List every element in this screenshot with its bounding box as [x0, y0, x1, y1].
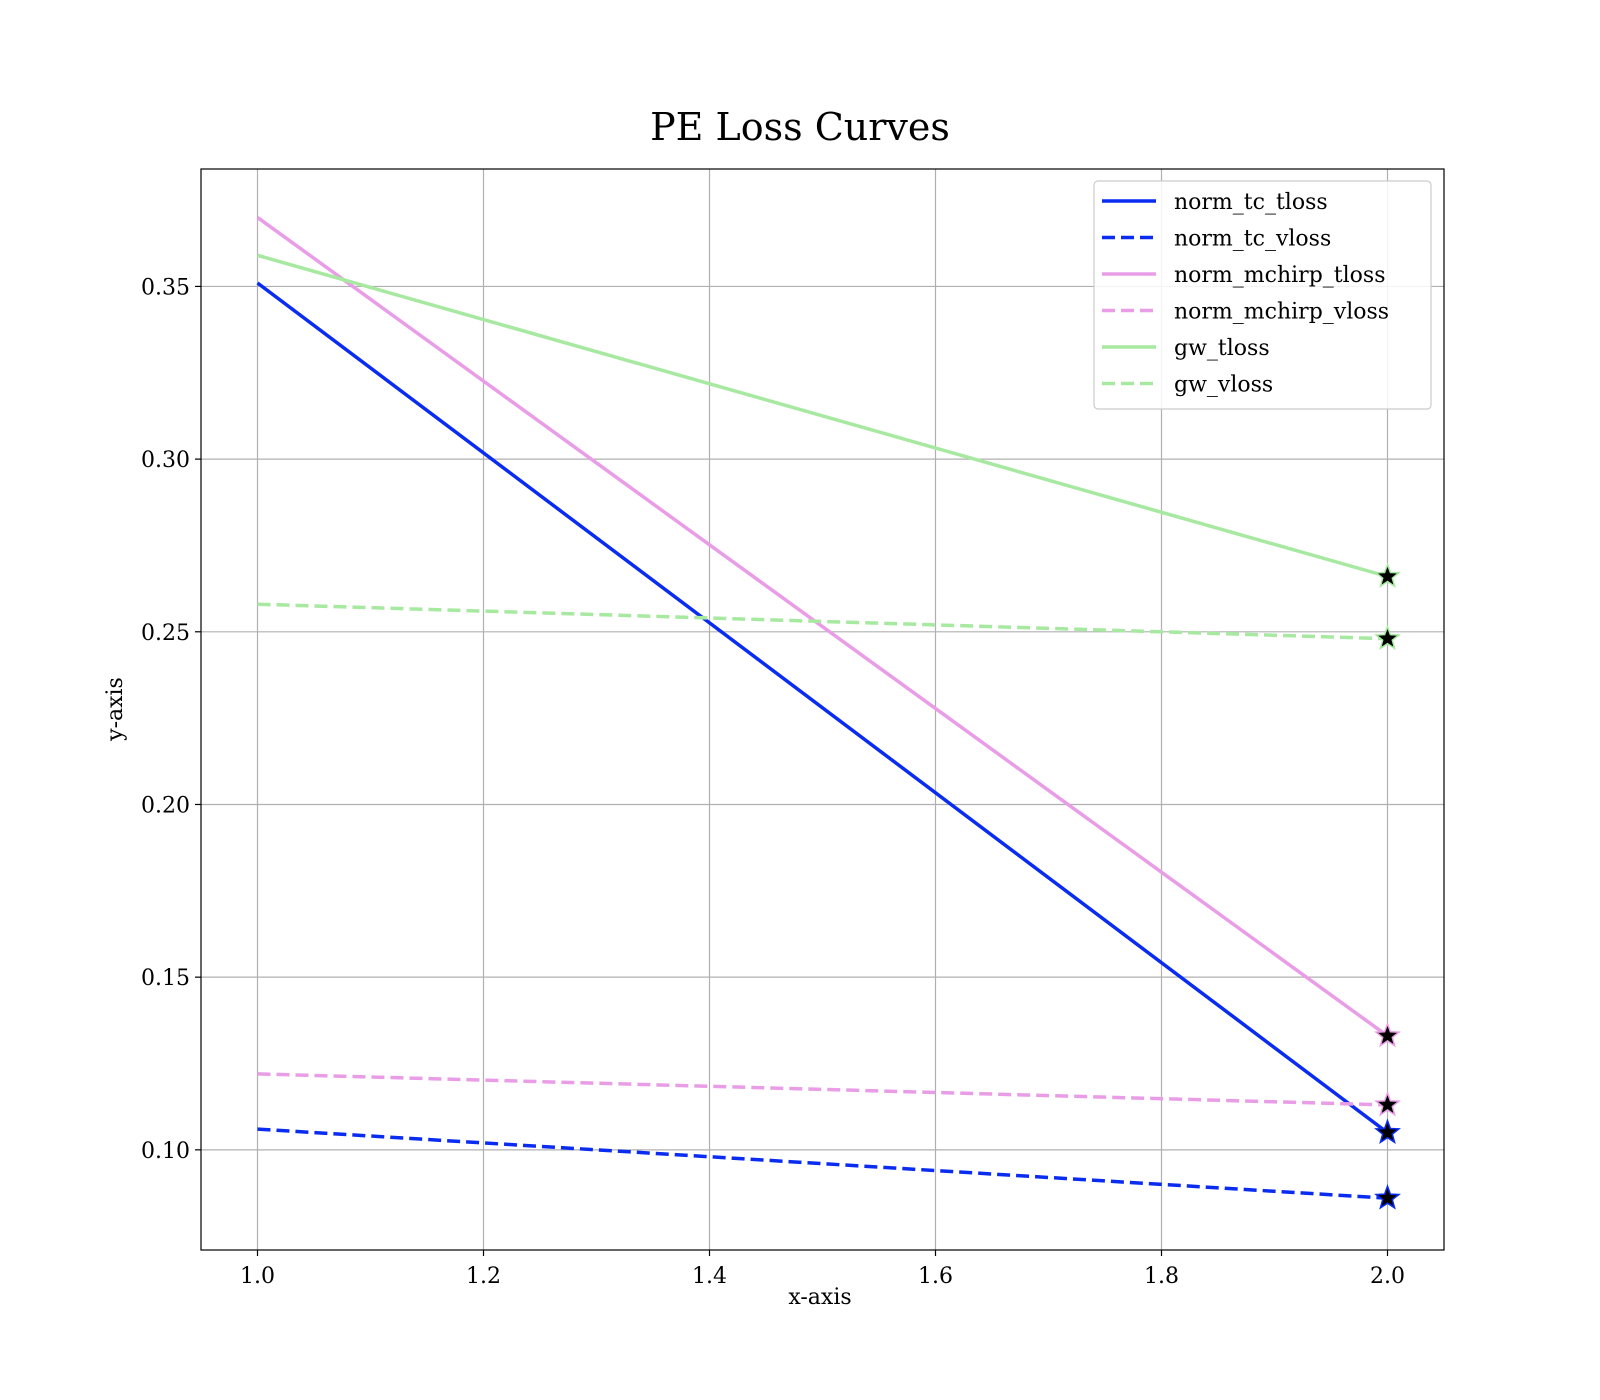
- y-tick-label: 0.15: [141, 966, 190, 991]
- end-marker-star: [1374, 1021, 1401, 1048]
- end-marker-star: [1374, 1118, 1401, 1145]
- y-tick-label: 0.35: [141, 275, 190, 300]
- chart-title: PE Loss Curves: [650, 105, 950, 149]
- y-tick-label: 0.10: [141, 1139, 190, 1164]
- legend: norm_tc_tloss norm_tc_vloss norm_mchirp_tl…: [1093, 180, 1432, 410]
- y-tick-label: 0.25: [141, 621, 190, 646]
- series-line-gw-tloss: [257, 253, 1388, 579]
- series-line-norm-mchirp-vloss: [257, 1072, 1388, 1107]
- legend-label: gw_tloss: [1174, 336, 1270, 361]
- end-marker-star: [1374, 1184, 1401, 1210]
- end-marker-star: [1374, 624, 1401, 651]
- legend-label: norm_mchirp_tloss: [1174, 263, 1385, 288]
- end-marker-star: [1374, 562, 1401, 588]
- legend-label: norm_tc_vloss: [1174, 227, 1331, 252]
- y-tick-label: 0.30: [141, 448, 190, 473]
- x-tick-label: 2.0: [1370, 1264, 1405, 1289]
- x-tick-label: 1.2: [466, 1264, 501, 1289]
- x-tick-label: 1.6: [918, 1264, 953, 1289]
- series-line-norm-tc-vloss: [257, 1127, 1388, 1200]
- end-markers: [1374, 562, 1401, 1210]
- legend-label: norm_mchirp_vloss: [1174, 300, 1389, 325]
- series-line-norm-tc-tloss: [256, 281, 1389, 1134]
- ticks: 1.0 1.2 1.4 1.6 1.8 2.0 0.10 0.15 0.20 0.25 0.30 0.…: [141, 275, 1405, 1289]
- x-tick-label: 1.0: [240, 1264, 275, 1289]
- y-axis-title: y-axis: [103, 677, 128, 742]
- plot-frame: [200, 168, 1445, 1251]
- x-axis-title: x-axis: [788, 1285, 851, 1310]
- end-marker-star: [1374, 1090, 1401, 1117]
- series-line-gw-vloss: [257, 602, 1388, 641]
- x-tick-label: 1.8: [1144, 1264, 1179, 1289]
- legend-box: [1093, 180, 1432, 410]
- x-tick-label: 1.4: [692, 1264, 727, 1289]
- legend-label: norm_tc_tloss: [1174, 190, 1328, 215]
- legend-label: gw_vloss: [1174, 373, 1273, 398]
- series-layer: [256, 215, 1401, 1210]
- y-tick-label: 0.20: [141, 793, 190, 818]
- series-line-norm-mchirp-tloss: [256, 215, 1389, 1038]
